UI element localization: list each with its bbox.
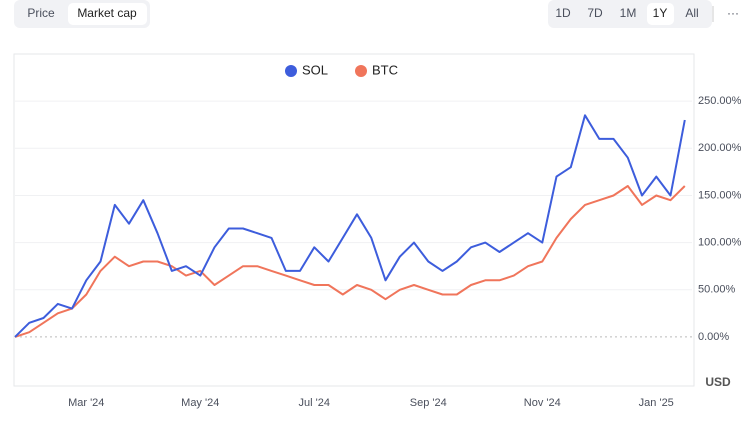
more-button[interactable]: ··· xyxy=(727,6,739,20)
legend-label: BTC xyxy=(372,62,398,77)
x-tick-label: Sep '24 xyxy=(410,397,447,409)
range-tab-selected[interactable] xyxy=(647,3,674,25)
currency-label: USD xyxy=(705,375,731,389)
legend-swatch xyxy=(285,65,297,77)
legend-swatch xyxy=(355,65,367,77)
plot-frame xyxy=(13,53,695,387)
x-tick-label: Mar '24 xyxy=(68,397,104,409)
y-tick-label: 250.00% xyxy=(698,95,742,107)
view-tab-selected[interactable] xyxy=(68,3,147,25)
x-tick-label: Nov '24 xyxy=(524,397,561,409)
y-tick-label: 100.00% xyxy=(698,237,742,249)
y-tick-label: 50.00% xyxy=(698,284,736,296)
y-tick-label: 150.00% xyxy=(698,189,742,201)
y-tick-label: 200.00% xyxy=(698,142,742,154)
range-tab[interactable]: 7D xyxy=(587,6,603,20)
x-tick-label: Jan '25 xyxy=(639,397,674,409)
x-tick-label: May '24 xyxy=(181,397,219,409)
range-tab[interactable]: 1Y xyxy=(653,6,668,20)
series-line xyxy=(14,114,686,338)
range-tab[interactable]: All xyxy=(685,6,698,20)
range-tab[interactable]: 1D xyxy=(555,6,571,20)
view-tab[interactable]: Market cap xyxy=(77,6,137,20)
range-tab[interactable]: 1M xyxy=(620,6,637,20)
y-tick-label: 0.00% xyxy=(698,331,729,343)
series-line xyxy=(14,185,686,338)
x-tick-label: Jul '24 xyxy=(299,397,330,409)
legend-label: SOL xyxy=(302,62,328,77)
view-tab[interactable]: Price xyxy=(27,6,55,20)
